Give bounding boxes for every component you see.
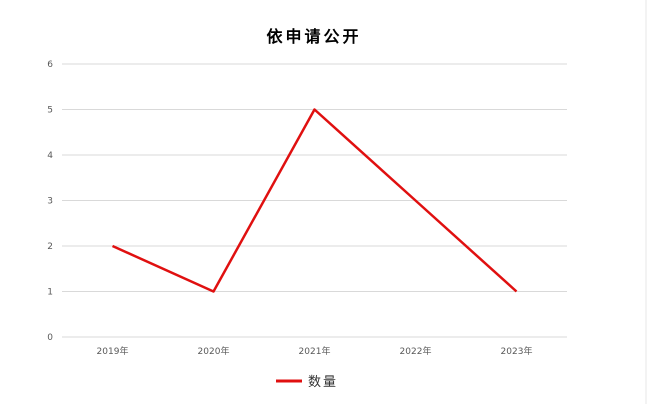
y-tick-label: 5	[47, 106, 53, 116]
chart-title: 依申请公开	[266, 27, 361, 46]
y-tick-label: 1	[47, 288, 53, 298]
x-tick-label: 2023年	[501, 345, 533, 357]
series-line	[111, 108, 518, 293]
x-tick-label: 2022年	[400, 345, 432, 357]
y-tick-label: 6	[47, 60, 53, 70]
x-tick-label: 2021年	[299, 345, 331, 357]
y-tick-label: 0	[47, 333, 53, 343]
window-edge	[645, 0, 647, 404]
x-tick-label: 2020年	[198, 345, 230, 357]
x-tick-label: 2019年	[97, 345, 129, 357]
y-tick-label: 4	[47, 151, 53, 161]
y-tick-label: 3	[47, 197, 53, 207]
legend-label: 数量	[308, 375, 338, 390]
y-tick-label: 2	[47, 242, 53, 252]
